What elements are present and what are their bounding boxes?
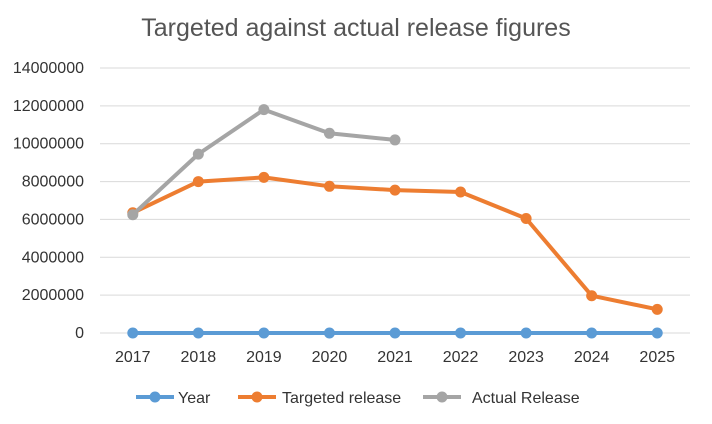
data-point [192, 148, 204, 160]
chart-title: Targeted against actual release figures [141, 14, 570, 42]
data-point [323, 180, 335, 192]
legend-item: Targeted release [238, 390, 401, 407]
series-targeted-release [127, 171, 663, 315]
x-tick-label: 2020 [312, 349, 348, 366]
x-tick-label: 2024 [574, 349, 610, 366]
legend-label: Actual Release [472, 390, 580, 407]
series-line [130, 175, 660, 312]
data-point [192, 327, 204, 339]
y-tick-label: 8000000 [22, 174, 84, 191]
series-actual-release [127, 104, 401, 221]
data-point [389, 327, 401, 339]
x-tick-label: 2018 [181, 349, 217, 366]
legend-marker [436, 391, 448, 403]
legend-marker [251, 391, 263, 403]
x-tick-label: 2021 [377, 349, 413, 366]
y-tick-label: 2000000 [22, 287, 84, 304]
gridlines [100, 67, 690, 296]
data-point [258, 327, 270, 339]
data-point [651, 327, 663, 339]
data-point [389, 134, 401, 146]
legend-marker [149, 391, 161, 403]
data-point [586, 290, 598, 302]
x-tick-label: 2022 [443, 349, 479, 366]
x-tick-label: 2023 [508, 349, 544, 366]
series-year [127, 327, 663, 339]
legend: Year Targeted release Actual Release [136, 390, 580, 407]
y-tick-label: 12000000 [13, 98, 84, 115]
y-tick-label: 10000000 [13, 136, 84, 153]
legend-label: Targeted release [282, 390, 401, 407]
data-point [389, 184, 401, 196]
series-group [127, 104, 663, 339]
data-point [258, 171, 270, 183]
legend-item: Year [136, 390, 211, 407]
data-point [127, 209, 139, 221]
data-point [258, 104, 270, 116]
x-tick-label: 2017 [115, 349, 151, 366]
series-line [130, 107, 397, 217]
x-axis: 2017 2018 2019 2020 2021 2022 2023 2024 2025 [100, 332, 690, 366]
x-tick-label: 2025 [639, 349, 675, 366]
data-point [323, 127, 335, 139]
x-tick-label: 2019 [246, 349, 282, 366]
data-point [192, 176, 204, 188]
legend-item: Actual Release [423, 390, 580, 407]
data-point [520, 212, 532, 224]
data-point [520, 327, 532, 339]
y-tick-label: 6000000 [22, 211, 84, 228]
data-point [455, 327, 467, 339]
data-point [455, 186, 467, 198]
data-point [127, 327, 139, 339]
y-axis: 0 2000000 4000000 6000000 8000000 10000000 120… [13, 60, 84, 342]
data-point [651, 303, 663, 315]
data-point [586, 327, 598, 339]
y-tick-label: 4000000 [22, 249, 84, 266]
y-tick-label: 0 [75, 325, 84, 342]
legend-label: Year [178, 390, 211, 407]
y-tick-label: 14000000 [13, 60, 84, 77]
data-point [323, 327, 335, 339]
